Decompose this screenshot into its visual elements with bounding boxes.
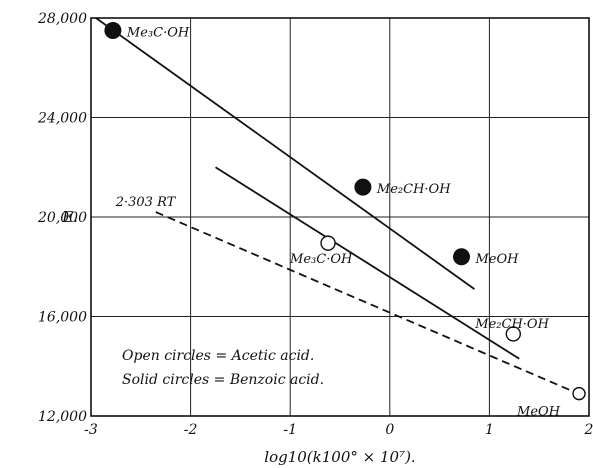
tick-labels: -3 -2 -1 0 1 2 12,000 16,000 20,000 24,000 28,000 — [37, 11, 593, 438]
rt-line-line — [155, 211, 585, 397]
legend: Open circles = Acetic acid. Solid circles… — [122, 348, 324, 388]
open-circle-point — [505, 326, 522, 342]
legend-entry: Solid circles = Benzoic acid. — [122, 372, 324, 388]
x-tick-label: 2 — [584, 422, 593, 438]
axes — [90, 17, 590, 417]
solid-circle-point — [104, 21, 122, 39]
point-label: MeOH — [516, 405, 561, 420]
legend-entry: Open circles = Acetic acid. — [122, 348, 314, 364]
x-tick-label: 1 — [485, 422, 494, 438]
data-points — [104, 21, 586, 401]
open-circle-point — [572, 386, 586, 401]
acetic-fit-line — [215, 166, 520, 360]
x-axis-title: log10(k100° × 10⁷). — [264, 448, 415, 466]
y-tick-label: 20,000 — [37, 210, 87, 226]
x-tick-label: 0 — [385, 422, 394, 438]
point-labels: Me₃C·OH Me₂CH·OH MeOH Me₃C·OH Me₂CH·OH MeOH — [126, 25, 561, 419]
fit-lines: 2·303 RT — [95, 17, 585, 397]
benzoic-fit-line — [95, 17, 475, 290]
y-axis-title: E. — [61, 208, 78, 226]
y-tick-label: 12,000 — [38, 409, 87, 425]
solid-circle-point — [453, 248, 471, 266]
point-label: Me₂CH·OH — [474, 317, 549, 332]
x-tick-label: -2 — [184, 422, 198, 438]
x-tick-label: -3 — [84, 422, 98, 438]
y-tick-label: 28,000 — [37, 11, 87, 27]
y-tick-label: 24,000 — [37, 111, 87, 127]
point-label: Me₃C·OH — [289, 252, 353, 267]
solid-circle-point — [354, 178, 372, 196]
point-label: MeOH — [475, 252, 520, 267]
open-circle-point — [320, 235, 336, 251]
rt-line-label: 2·303 RT — [115, 195, 177, 210]
y-tick-label: 16,000 — [38, 310, 87, 326]
point-label: Me₃C·OH — [126, 25, 190, 40]
point-label: Me₂CH·OH — [376, 182, 451, 197]
plot-frame — [90, 17, 590, 417]
x-tick-label: -1 — [283, 422, 297, 438]
